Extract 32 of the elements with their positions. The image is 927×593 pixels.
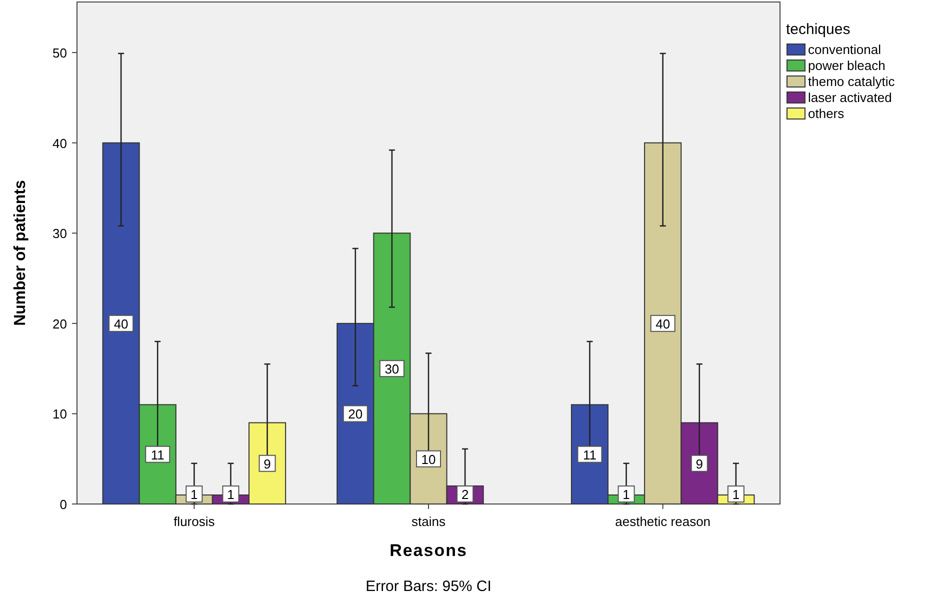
- x-tick-label: stains: [412, 514, 446, 529]
- data-label: 9: [264, 456, 271, 472]
- data-label: 40: [656, 316, 670, 332]
- data-label: 10: [421, 452, 436, 467]
- data-label: 11: [150, 447, 164, 462]
- legend-label: power bleach: [808, 58, 886, 73]
- x-tick-label: aesthetic reason: [615, 514, 711, 529]
- y-tick-label: 10: [52, 406, 67, 422]
- y-axis-title: Number of patients: [12, 180, 29, 326]
- legend-title: techiques: [786, 21, 850, 38]
- data-label: 11: [582, 447, 596, 462]
- data-label: 1: [227, 487, 234, 502]
- data-label: 30: [384, 362, 400, 377]
- data-label: 20: [348, 406, 363, 422]
- legend-label: laser activated: [808, 90, 892, 105]
- y-tick-label: 30: [52, 226, 67, 242]
- data-label: 40: [114, 316, 128, 332]
- legend-label: others: [808, 106, 845, 121]
- y-tick-label: 50: [52, 46, 67, 61]
- y-tick-label: 40: [52, 136, 67, 151]
- legend-label: themo catalytic: [808, 74, 896, 89]
- data-label: 1: [622, 487, 630, 502]
- data-label: 2: [461, 487, 469, 502]
- legend-label: conventional: [808, 42, 882, 57]
- data-label: 1: [190, 487, 198, 502]
- y-tick-label: 20: [52, 316, 67, 332]
- y-tick-label: 0: [60, 497, 67, 512]
- data-label: 9: [696, 456, 704, 472]
- text: Error Bars: 95% CI: [366, 578, 492, 593]
- x-tick-label: flurosis: [174, 514, 216, 529]
- data-label: 1: [732, 487, 740, 502]
- x-axis-title: Reasons: [390, 541, 468, 560]
